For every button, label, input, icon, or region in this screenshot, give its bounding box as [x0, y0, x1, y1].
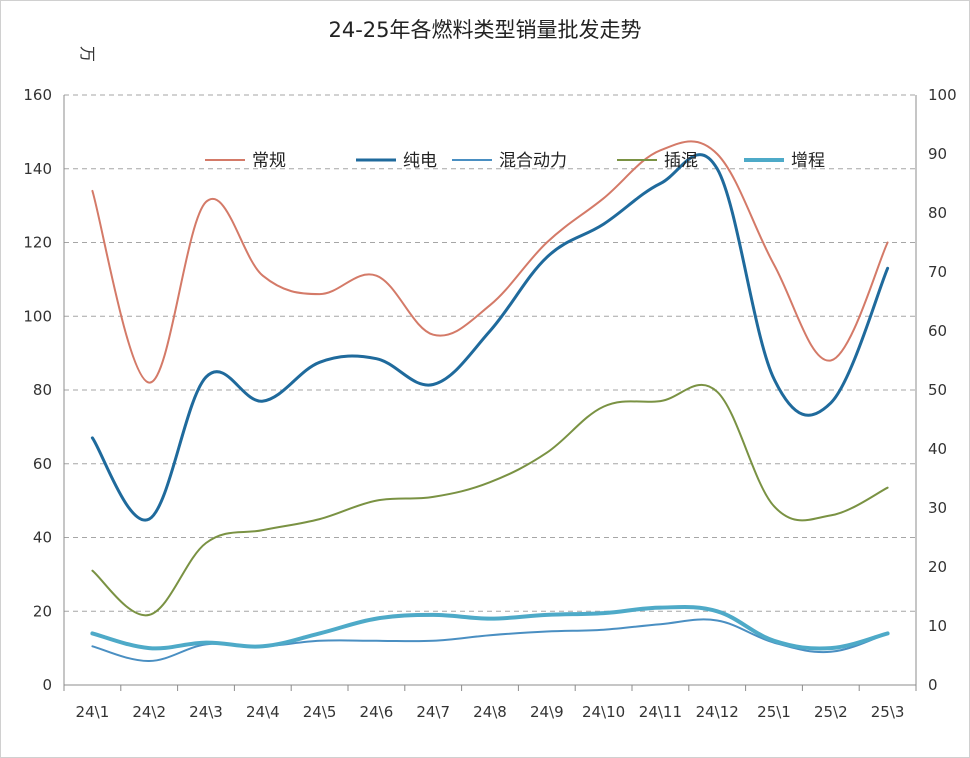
y-tick-label: 140 [23, 160, 52, 178]
y-tick-label: 60 [33, 455, 52, 473]
x-tick-label: 24\11 [639, 703, 682, 721]
legend-label: 纯电 [403, 151, 437, 171]
y-tick-label: 160 [23, 86, 52, 104]
y2-tick-label: 50 [928, 381, 947, 399]
y2-tick-label: 70 [928, 263, 947, 281]
series-lines [90, 140, 890, 663]
y2-tick-label: 60 [928, 322, 947, 340]
x-tick-label: 24\1 [76, 703, 110, 721]
series-line-1 [90, 153, 890, 522]
y-tick-label: 100 [23, 307, 52, 325]
y2-tick-label: 80 [928, 204, 947, 222]
y2-tick-label: 40 [928, 440, 947, 458]
gridlines [64, 94, 916, 612]
series-line-3 [91, 384, 889, 617]
legend: 常规 纯电 混合动力 插混 增程 [205, 151, 825, 171]
x-tick-label: 24\2 [132, 703, 166, 721]
y2-tick-label: 10 [928, 617, 947, 635]
series-line-0 [91, 140, 889, 384]
series-line-4 [90, 605, 890, 651]
y2-tick-label: 30 [928, 499, 947, 517]
legend-label: 插混 [664, 151, 698, 171]
x-tick-label: 24\12 [696, 703, 739, 721]
x-tick-label: 24\10 [582, 703, 625, 721]
y2-tick-label: 100 [928, 86, 957, 104]
x-tick-label: 24\9 [530, 703, 564, 721]
y-tick-label: 80 [33, 381, 52, 399]
y-tick-label: 40 [33, 529, 52, 547]
y-tick-label: 0 [42, 676, 52, 694]
x-tick-label: 25\3 [871, 703, 905, 721]
y-unit-label: 万 [78, 46, 97, 62]
x-tick-label: 24\4 [246, 703, 280, 721]
axes: 0 20 40 60 80 100 120 140 160 0 10 20 30 40 50 60 70 80 90… [23, 46, 956, 721]
x-tick-label: 24\6 [360, 703, 394, 721]
x-tick-label: 25\2 [814, 703, 848, 721]
y2-tick-label: 0 [928, 676, 938, 694]
chart-title: 24-25年各燃料类型销量批发走势 [328, 18, 642, 42]
y2-tick-label: 20 [928, 558, 947, 576]
x-tick-label: 24\5 [303, 703, 337, 721]
x-tick-label: 24\3 [189, 703, 223, 721]
legend-label: 增程 [791, 151, 825, 171]
legend-label: 常规 [252, 151, 286, 171]
x-tick-label: 25\1 [757, 703, 791, 721]
y-tick-label: 20 [33, 602, 52, 620]
y2-tick-label: 90 [928, 145, 947, 163]
y-tick-label: 120 [23, 234, 52, 252]
x-tick-label: 24\8 [473, 703, 507, 721]
legend-label: 混合动力 [499, 151, 567, 171]
x-tick-label: 24\7 [416, 703, 450, 721]
